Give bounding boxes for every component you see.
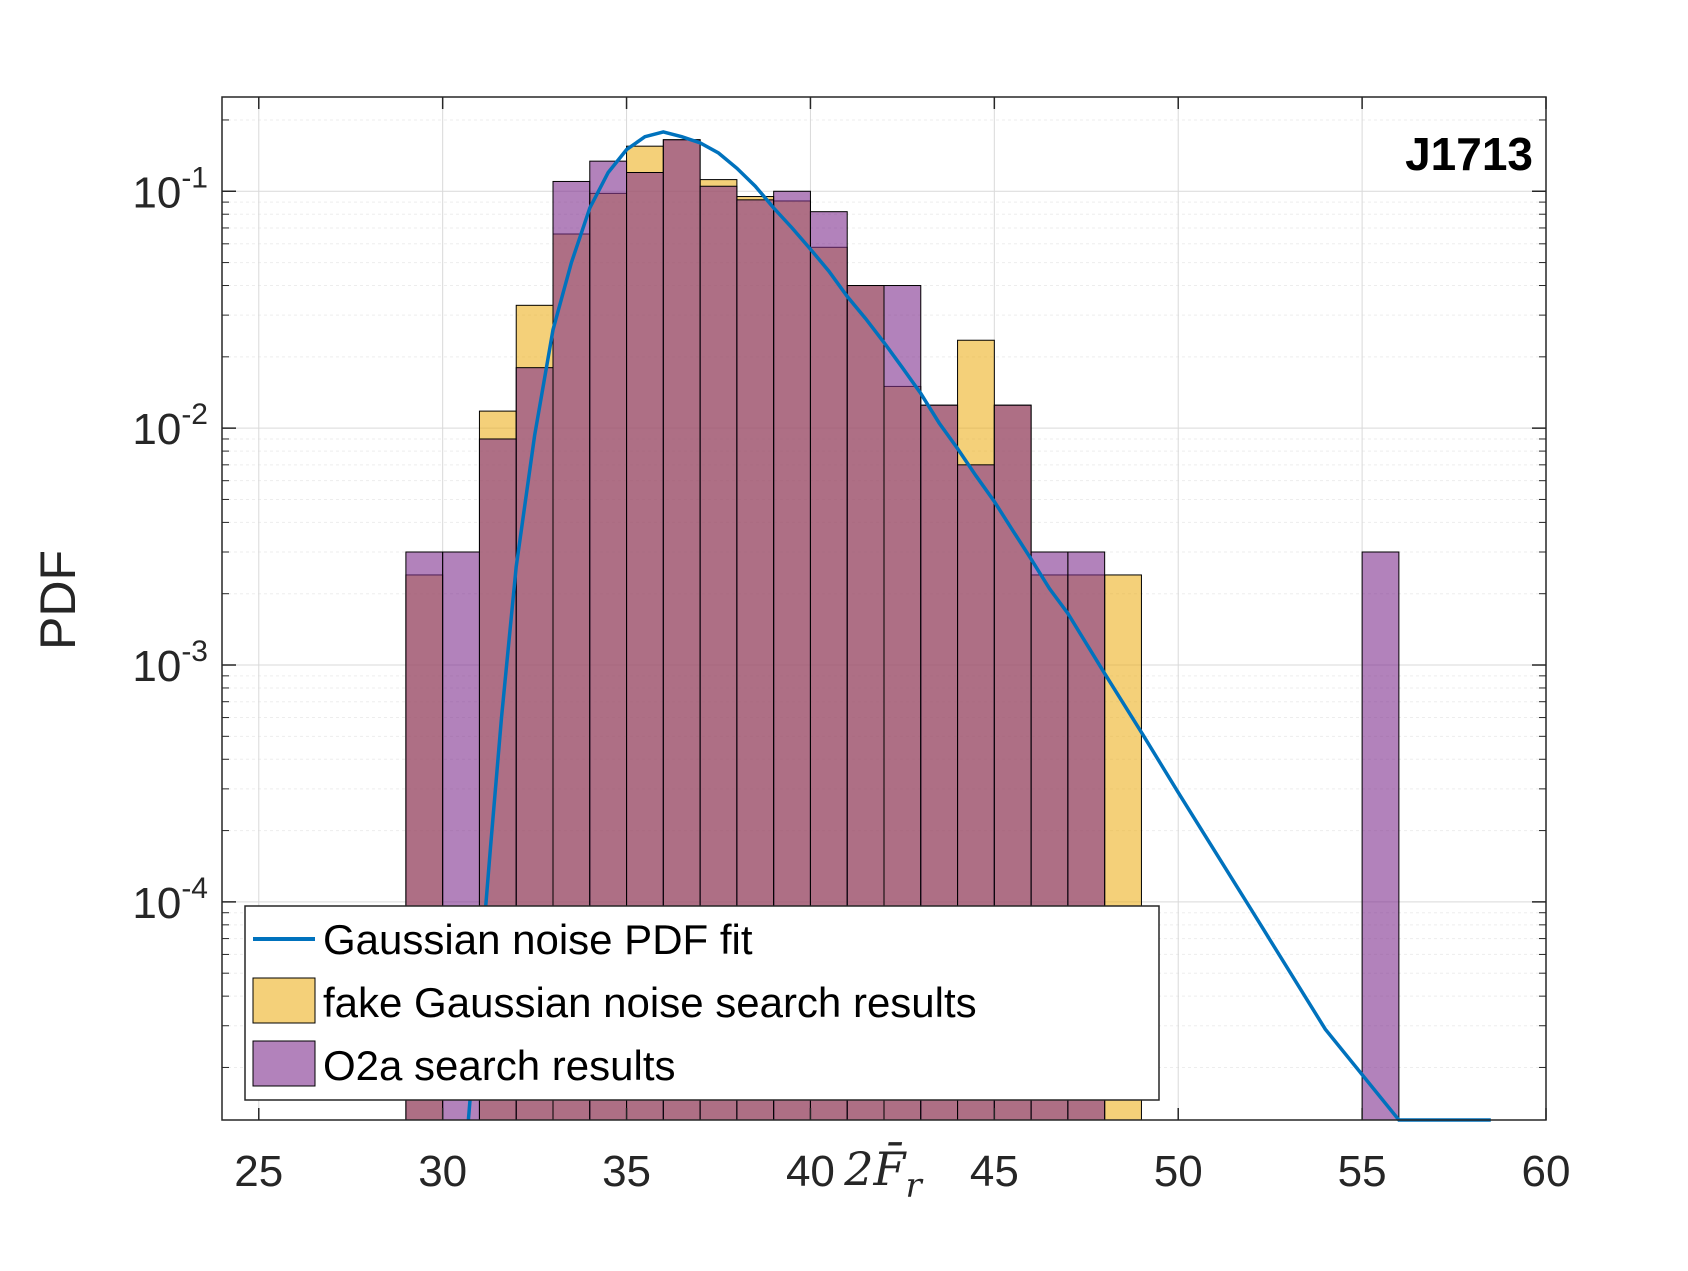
x-tick-labels: 25 30 35 40 45 50 55 60 [234, 1147, 1570, 1196]
legend-swatch-fake [252, 977, 316, 1024]
legend-label-fit: Gaussian noise PDF fit [323, 916, 753, 963]
y-tick-labels: 10-1 10-2 10-3 10-4 [132, 161, 208, 928]
plot-frame [221, 96, 1547, 1121]
gaussian-fit-line [466, 130, 1491, 1122]
panel-annotation: J1713 [1405, 128, 1533, 180]
y-tick-label: 10-4 [132, 872, 208, 928]
legend: Gaussian noise PDF fit fake Gaussian noi… [244, 905, 1160, 1101]
legend-swatch-o2a [252, 1040, 316, 1087]
legend-label-fake: fake Gaussian noise search results [323, 979, 977, 1026]
legend-label-o2a: O2a search results [323, 1042, 676, 1089]
x-tick-label: 30 [418, 1147, 467, 1196]
x-axis-label-subscript: r [905, 1166, 923, 1206]
y-axis-label: PDF [30, 550, 86, 650]
axis-ticks [222, 97, 1547, 1120]
o2a-bar [1361, 551, 1400, 1121]
x-tick-label: 55 [1338, 1147, 1387, 1196]
y-tick-label: 10-2 [132, 398, 208, 454]
y-tick-label: 10-1 [132, 161, 208, 217]
x-tick-label: 40 [786, 1147, 835, 1196]
x-tick-label: 35 [602, 1147, 651, 1196]
legend-box [244, 905, 1160, 1101]
x-tick-label: 25 [234, 1147, 283, 1196]
x-tick-label: 50 [1154, 1147, 1203, 1196]
x-axis-label: 2F̄r [843, 1141, 923, 1206]
x-tick-label: 60 [1522, 1147, 1571, 1196]
x-tick-label: 45 [970, 1147, 1019, 1196]
y-tick-label: 10-3 [132, 635, 208, 691]
